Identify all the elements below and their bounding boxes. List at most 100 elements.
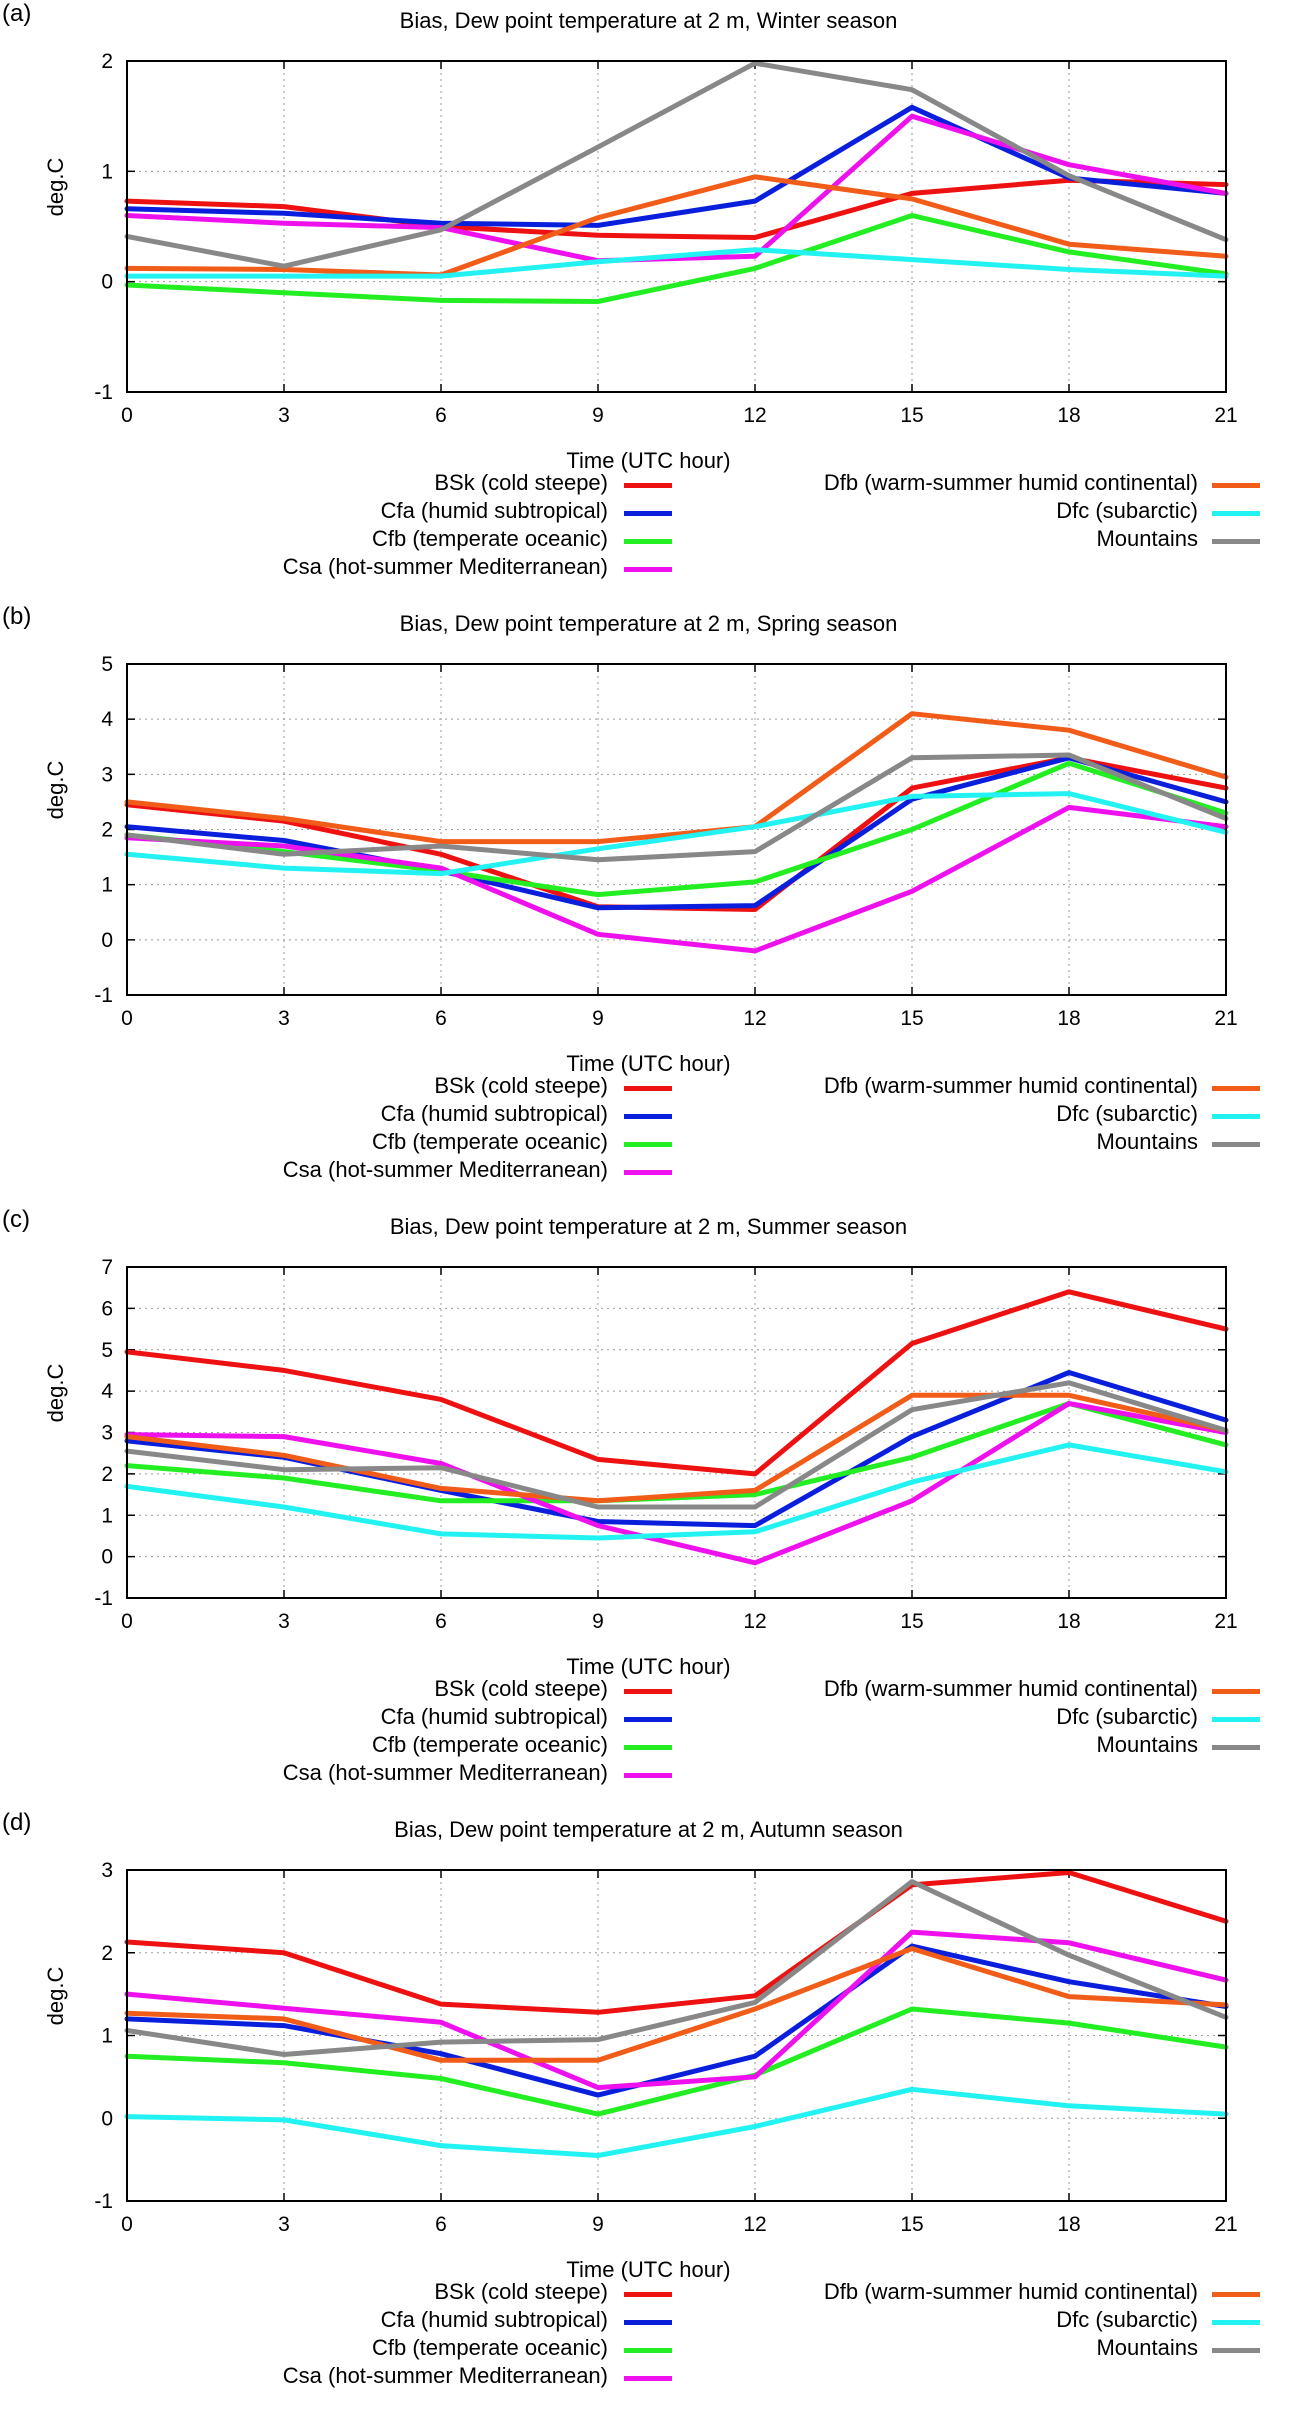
legend-label: Cfa (humid subtropical) <box>380 2307 608 2332</box>
legend-swatch <box>1212 1717 1260 1722</box>
legend-label: Csa (hot-summer Mediterranean) <box>282 2363 608 2388</box>
x-tick-label: 0 <box>121 2213 133 2236</box>
y-tick-label: -1 <box>94 381 113 404</box>
y-tick-label: 1 <box>101 160 113 183</box>
x-tick-label: 9 <box>592 2213 604 2236</box>
x-tick-label: 9 <box>592 1610 604 1633</box>
chart-title: Bias, Dew point temperature at 2 m, Summ… <box>389 1214 908 1239</box>
plot-frame <box>126 1869 1227 2202</box>
legend-label: Dfb (warm-summer humid continental) <box>823 1676 1198 1701</box>
series-line-3 <box>124 760 1229 898</box>
x-tick-label: 3 <box>278 1610 290 1633</box>
legend-label: Mountains <box>1096 2335 1198 2360</box>
chart-panel-1: (a) Bias, Dew point temperature at 2 m, W… <box>0 0 1297 603</box>
series-line-5 <box>124 174 1229 278</box>
legend-label: BSk (cold steepe) <box>434 1676 608 1701</box>
legend-swatch <box>624 511 672 516</box>
legend-label: BSk (cold steepe) <box>434 1073 608 1098</box>
y-tick-label: 1 <box>101 2025 113 2048</box>
series-line-7 <box>124 1380 1229 1510</box>
y-tick-label: 0 <box>101 929 113 952</box>
y-tick-label: 1 <box>101 1504 113 1527</box>
x-tick-label: 15 <box>900 1007 923 1030</box>
legend-swatch <box>1212 511 1260 516</box>
series-line-5 <box>124 1946 1229 2063</box>
plot-frame <box>126 60 1227 393</box>
legend-label: Mountains <box>1096 526 1198 551</box>
x-tick-label: 0 <box>121 1610 133 1633</box>
x-axis-title: Time (UTC hour) <box>566 1051 731 1076</box>
x-tick-label: 15 <box>900 1610 923 1633</box>
legend-swatch <box>1212 483 1260 488</box>
x-tick-label: 3 <box>278 404 290 427</box>
legend-label: Csa (hot-summer Mediterranean) <box>282 554 608 579</box>
legend-swatch <box>1212 1086 1260 1091</box>
x-tick-label: 21 <box>1214 1007 1237 1030</box>
panel-label: (a) <box>2 0 32 27</box>
legend-label: Cfb (temperate oceanic) <box>372 1129 608 1154</box>
x-tick-label: 21 <box>1214 404 1237 427</box>
series-line-4 <box>124 804 1229 954</box>
y-tick-label: 0 <box>101 2107 113 2130</box>
x-tick-label: 0 <box>121 404 133 427</box>
y-tick-label: 2 <box>101 1463 113 1486</box>
legend-label: Dfb (warm-summer humid continental) <box>823 470 1198 495</box>
chart-title: Bias, Dew point temperature at 2 m, Autu… <box>394 1817 903 1842</box>
legend-label: BSk (cold steepe) <box>434 2279 608 2304</box>
chart-title: Bias, Dew point temperature at 2 m, Wint… <box>399 8 898 33</box>
x-tick-label: 21 <box>1214 1610 1237 1633</box>
series-line-6 <box>124 1442 1229 1541</box>
x-tick-label: 12 <box>743 1610 766 1633</box>
series-line-2 <box>124 755 1229 911</box>
y-tick-label: 5 <box>101 653 113 676</box>
x-tick-label: 3 <box>278 2213 290 2236</box>
x-tick-label: 18 <box>1057 1610 1080 1633</box>
x-tick-label: 18 <box>1057 2213 1080 2236</box>
x-tick-label: 9 <box>592 1007 604 1030</box>
series-line-7 <box>124 60 1229 269</box>
x-tick-label: 12 <box>743 1007 766 1030</box>
y-tick-label: 7 <box>101 1256 113 1279</box>
y-tick-label: 6 <box>101 1297 113 1320</box>
x-tick-label: 6 <box>435 1610 447 1633</box>
series-line-6 <box>124 247 1229 279</box>
x-axis-title: Time (UTC hour) <box>566 448 731 473</box>
legend-label: Dfb (warm-summer humid continental) <box>823 1073 1198 1098</box>
legend-swatch <box>624 1170 672 1175</box>
series-line-6 <box>124 791 1229 877</box>
y-tick-label: -1 <box>94 984 113 1007</box>
legend-label: Csa (hot-summer Mediterranean) <box>282 1157 608 1182</box>
x-tick-label: 18 <box>1057 1007 1080 1030</box>
x-axis-title: Time (UTC hour) <box>566 1654 731 1679</box>
x-tick-label: 6 <box>435 1007 447 1030</box>
legend-label: BSk (cold steepe) <box>434 470 608 495</box>
series-line-3 <box>124 213 1229 304</box>
series-line-2 <box>124 104 1229 228</box>
x-tick-label: 12 <box>743 404 766 427</box>
legend-swatch <box>624 483 672 488</box>
series-line-5 <box>124 711 1229 845</box>
y-tick-label: 3 <box>101 763 113 786</box>
series-line-1 <box>124 177 1229 240</box>
y-tick-label: 2 <box>101 819 113 842</box>
series-line-5 <box>124 1392 1229 1504</box>
y-tick-label: 2 <box>101 1942 113 1965</box>
legend-swatch <box>624 1689 672 1694</box>
legend-swatch <box>624 2292 672 2297</box>
legend-swatch <box>624 539 672 544</box>
x-tick-label: 18 <box>1057 404 1080 427</box>
legend-label: Dfc (subarctic) <box>1056 1101 1198 1126</box>
legend-swatch <box>624 1114 672 1119</box>
x-tick-label: 21 <box>1214 2213 1237 2236</box>
legend-label: Mountains <box>1096 1732 1198 1757</box>
plot-frame <box>126 663 1227 996</box>
y-tick-label: 0 <box>101 271 113 294</box>
legend-label: Cfa (humid subtropical) <box>380 1101 608 1126</box>
x-tick-label: 3 <box>278 1007 290 1030</box>
chart-panel-4: (d) Bias, Dew point temperature at 2 m, A… <box>0 1809 1297 2412</box>
legend-swatch <box>1212 2292 1260 2297</box>
series-line-2 <box>124 1943 1229 2098</box>
